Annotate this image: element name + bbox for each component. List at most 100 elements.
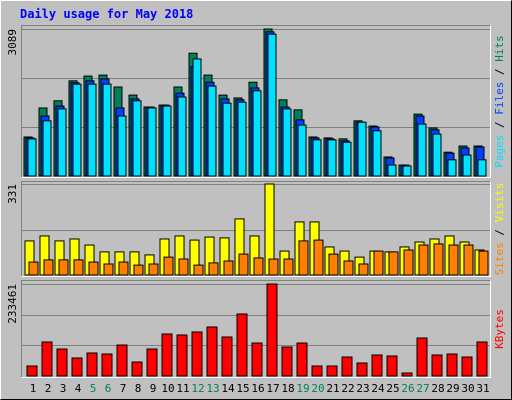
legend: Pages / Files / Hits xyxy=(493,35,506,168)
bar xyxy=(313,239,324,276)
bar xyxy=(387,164,397,177)
bar xyxy=(358,263,369,276)
x-tick-label: 3 xyxy=(60,382,67,395)
bar xyxy=(343,260,354,276)
x-tick-label: 7 xyxy=(120,382,127,395)
bar xyxy=(238,253,249,276)
bar xyxy=(101,353,113,377)
bar xyxy=(193,264,204,276)
bar xyxy=(268,258,279,276)
bar xyxy=(312,139,322,177)
bar xyxy=(328,253,339,276)
bar xyxy=(311,365,323,377)
bar xyxy=(207,85,217,177)
bar xyxy=(282,108,292,177)
bar xyxy=(56,348,68,377)
bar xyxy=(116,344,128,377)
bar xyxy=(178,258,189,276)
legend-entry: Sites xyxy=(493,242,506,275)
bar xyxy=(132,100,142,177)
bar xyxy=(148,263,159,276)
bar xyxy=(118,261,129,276)
bar xyxy=(28,261,39,276)
bar xyxy=(73,259,84,276)
bar xyxy=(478,250,489,276)
bar xyxy=(88,261,99,276)
bar xyxy=(267,33,277,177)
bar xyxy=(461,356,473,377)
x-tick-label: 18 xyxy=(281,382,294,395)
bar xyxy=(27,138,37,177)
bar xyxy=(251,342,263,377)
x-tick-label: 9 xyxy=(150,382,157,395)
bar xyxy=(146,348,158,377)
bar xyxy=(42,120,52,177)
legend: Sites / Visits xyxy=(493,183,506,276)
bar xyxy=(222,102,232,177)
x-tick-label: 16 xyxy=(251,382,264,395)
x-tick-label: 17 xyxy=(266,382,279,395)
bar xyxy=(176,334,188,377)
chart-title: Daily usage for May 2018 xyxy=(20,7,193,21)
bar xyxy=(446,353,458,377)
bar xyxy=(206,326,218,377)
bar xyxy=(72,83,82,177)
x-tick-label: 23 xyxy=(356,382,369,395)
y-tick-label: 3089 xyxy=(6,29,19,56)
bar xyxy=(403,249,414,276)
bar xyxy=(372,130,382,177)
y-tick-label: 233461 xyxy=(6,284,19,324)
bar xyxy=(86,352,98,377)
legend-entry: Pages xyxy=(493,135,506,168)
x-tick-label: 26 xyxy=(401,382,414,395)
bar xyxy=(177,96,187,177)
x-tick-label: 11 xyxy=(176,382,189,395)
bar xyxy=(57,108,67,177)
bar xyxy=(252,90,262,177)
panel-light xyxy=(21,25,491,178)
x-tick-label: 6 xyxy=(105,382,112,395)
bar xyxy=(447,159,457,177)
bar xyxy=(117,115,127,177)
bar xyxy=(281,346,293,377)
x-tick-label: 29 xyxy=(446,382,459,395)
bar xyxy=(296,342,308,377)
x-tick-label: 1 xyxy=(30,382,37,395)
bar xyxy=(477,159,487,177)
bar xyxy=(433,243,444,276)
bar xyxy=(416,337,428,377)
bar xyxy=(147,107,157,177)
x-tick-label: 14 xyxy=(221,382,235,395)
x-tick-label: 27 xyxy=(416,382,429,395)
bar xyxy=(402,165,412,177)
x-tick-label: 31 xyxy=(476,382,489,395)
x-tick-label: 22 xyxy=(341,382,354,395)
x-tick-label: 24 xyxy=(371,382,385,395)
x-tick-label: 30 xyxy=(461,382,474,395)
x-tick-label: 21 xyxy=(326,382,339,395)
bar xyxy=(476,341,488,377)
bar xyxy=(357,121,367,177)
legend-separator: / xyxy=(493,222,506,242)
legend-entry: Visits xyxy=(493,183,506,223)
x-tick-label: 10 xyxy=(161,382,174,395)
bar xyxy=(417,123,427,177)
bar xyxy=(71,357,83,377)
bar xyxy=(432,133,442,177)
y-tick-label: 331 xyxy=(6,184,19,204)
panel-light xyxy=(21,181,491,277)
bar xyxy=(326,365,338,377)
bar xyxy=(371,354,383,377)
legend-entry: Hits xyxy=(493,35,506,62)
panel-shade xyxy=(21,181,491,277)
bar xyxy=(386,355,398,377)
bar xyxy=(131,361,143,377)
x-tick-label: 4 xyxy=(75,382,82,395)
bar xyxy=(342,141,352,177)
bar xyxy=(237,101,247,177)
bar xyxy=(43,259,54,276)
bar xyxy=(463,244,474,276)
bar xyxy=(223,260,234,276)
bar xyxy=(236,313,248,377)
bar xyxy=(341,356,353,377)
